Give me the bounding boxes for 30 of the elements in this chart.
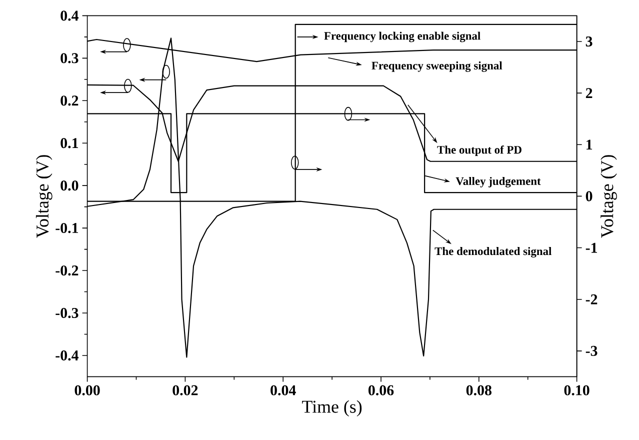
y-tick-label: 0.3 <box>60 53 78 64</box>
y2-tick-label: 2 <box>586 88 592 98</box>
legend-label: Frequency locking enable signal <box>324 32 480 42</box>
y2-tick-label: 1 <box>586 140 592 150</box>
y-tick-label: 0.1 <box>60 138 78 148</box>
y2-tick-label: -1 <box>586 242 598 253</box>
y-tick-label: -0.2 <box>56 265 78 276</box>
y2-tick-label: 0 <box>586 191 592 202</box>
y2-tick-label: -2 <box>586 294 598 304</box>
y2-tick-label: -3 <box>586 346 598 356</box>
y-tick-label: 0.2 <box>60 96 78 106</box>
x-tick-label: 0.06 <box>368 385 394 396</box>
y2-axis-title: Voltage (V) <box>600 155 617 238</box>
x-tick-label: 0.00 <box>74 385 100 396</box>
y-tick-label: 0.4 <box>60 10 78 21</box>
series-label: The demodulated signal <box>434 247 552 258</box>
x-axis-title: Time (s) <box>302 400 362 416</box>
legend-label: Valley judgement <box>456 176 541 188</box>
y-tick-label: -0.3 <box>56 308 78 318</box>
x-tick-label: 0.10 <box>564 385 590 396</box>
y-tick-label: -0.1 <box>56 222 78 234</box>
x-tick-label: 0.04 <box>270 385 296 396</box>
legend-label: Frequency sweeping signal <box>372 61 502 72</box>
y-tick-label: -0.4 <box>56 350 78 361</box>
y-axis-title: Voltage (V) <box>36 155 52 238</box>
series-label: The output of PD <box>437 146 522 156</box>
y2-tick-label: 3 <box>586 36 592 46</box>
y-tick-label: 0.0 <box>60 180 78 191</box>
x-tick-label: 0.02 <box>172 385 198 396</box>
x-tick-label: 0.08 <box>466 385 492 396</box>
